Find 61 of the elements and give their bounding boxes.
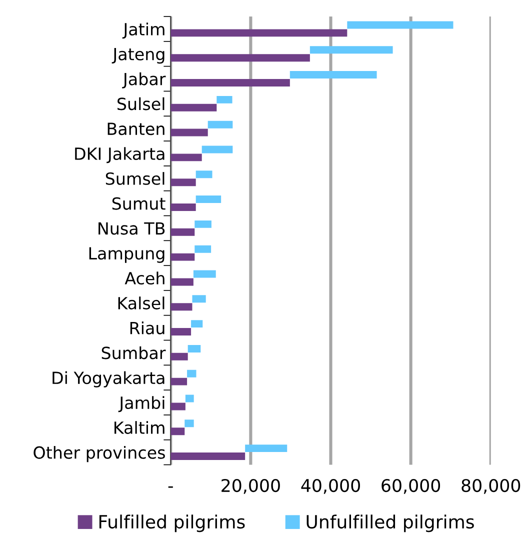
bar — [170, 228, 195, 236]
y-tick-label: Nusa TB — [98, 222, 165, 235]
legend-label: Unfulfilled pilgrims — [306, 514, 474, 532]
bar — [170, 104, 217, 112]
bar — [192, 295, 206, 303]
bar — [170, 278, 194, 286]
x-tick-label: 20,000 — [222, 478, 280, 494]
bar — [310, 46, 393, 54]
bar — [347, 21, 454, 29]
bar — [194, 220, 212, 228]
bar — [170, 428, 185, 436]
y-tick-label: Kaltim — [114, 421, 164, 434]
y-tick-label: Jambi — [118, 396, 164, 412]
y-tick-label: Lampung — [89, 247, 164, 263]
bar — [245, 444, 288, 452]
bar — [170, 154, 202, 162]
x-tick-label: - — [168, 486, 173, 488]
legend-label: Fulfilled pilgrims — [99, 514, 245, 532]
bar — [185, 394, 194, 402]
bar — [188, 344, 201, 352]
y-tick-label: Kalsel — [118, 296, 164, 310]
bar — [196, 170, 212, 178]
bar — [170, 253, 195, 261]
bar — [290, 71, 377, 79]
bar — [170, 328, 192, 336]
y-tick-label: Aceh — [124, 272, 164, 285]
y-tick-label: Other provinces — [34, 446, 165, 462]
x-tick-label: 60,000 — [382, 478, 440, 494]
y-tick-label: Jateng — [112, 48, 164, 64]
y-tick-label: Jatim — [122, 22, 164, 39]
bar — [208, 120, 233, 128]
y-tick-label: Sumut — [112, 197, 166, 210]
y-tick-label: Sumbar — [102, 346, 166, 360]
bar — [170, 204, 196, 211]
y-tick-label: Riau — [130, 321, 164, 334]
bar — [170, 402, 186, 410]
bar — [170, 29, 348, 37]
bar — [170, 303, 192, 311]
bar — [170, 178, 196, 186]
y-tick-label: Sulsel — [118, 97, 164, 110]
bar — [202, 146, 233, 154]
x-tick-label: 80,000 — [462, 478, 520, 494]
y-tick-label: DKI Jakarta — [75, 147, 164, 164]
x-tick-label: 40,000 — [301, 478, 360, 494]
bar — [170, 79, 290, 86]
bar — [170, 54, 310, 62]
y-tick-label: Banten — [108, 122, 164, 136]
bar — [196, 196, 222, 204]
bar — [170, 128, 208, 136]
y-tick-label: Sumsel — [106, 172, 164, 185]
bar — [170, 378, 188, 386]
bar — [191, 320, 203, 328]
bar — [194, 245, 212, 253]
bar — [170, 352, 188, 360]
bar — [187, 370, 196, 378]
y-tick-label: Di Yogyakarta — [52, 371, 164, 388]
bar — [170, 452, 246, 460]
bar — [184, 420, 194, 428]
y-tick-label: Jabar — [122, 72, 166, 88]
bar — [216, 96, 232, 104]
bar — [193, 270, 216, 278]
